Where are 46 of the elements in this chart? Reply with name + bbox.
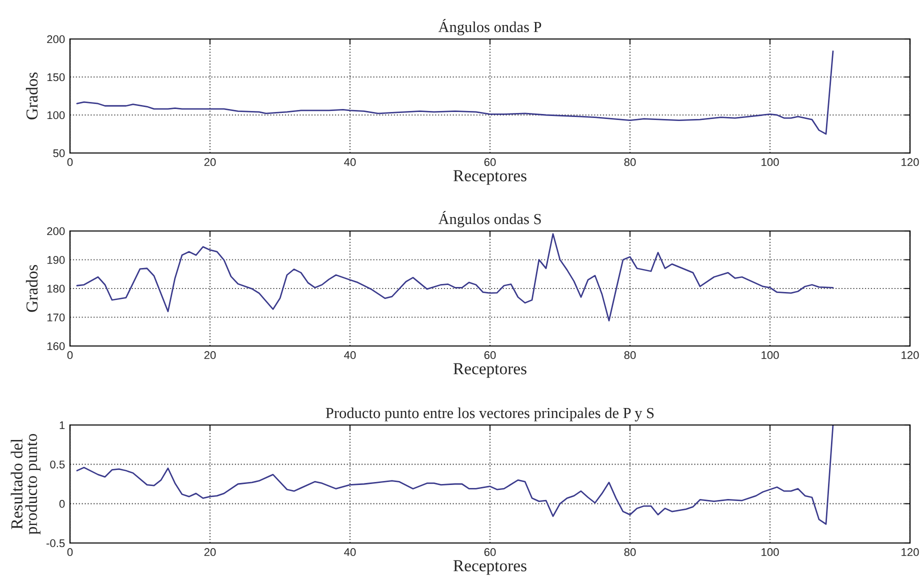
- x-tick-label: 40: [344, 351, 356, 360]
- x-tick-label: 60: [484, 158, 496, 166]
- chart-title: Producto punto entre los vectores principales de P y S: [326, 407, 654, 422]
- y-tick-label: 0: [59, 500, 65, 508]
- x-tick-label: 0: [67, 548, 73, 556]
- x-axis-title: Receptores: [453, 560, 526, 575]
- y-tick-label: 50: [53, 149, 65, 158]
- x-tick-label: 120: [902, 351, 919, 360]
- x-tick-label: 120: [902, 548, 919, 556]
- x-tick-label: 40: [344, 158, 356, 166]
- x-tick-label: 80: [624, 158, 636, 166]
- x-tick-label: 20: [204, 158, 216, 166]
- line-series: [76, 425, 834, 525]
- line-series: [76, 50, 834, 135]
- x-tick-label: 0: [67, 158, 73, 166]
- x-tick-label: 0: [67, 351, 73, 360]
- y-tick-label: 150: [47, 73, 65, 82]
- x-tick-label: 20: [204, 548, 216, 556]
- x-tick-label: 60: [484, 351, 496, 360]
- x-tick-label: 100: [762, 351, 779, 360]
- y-axis-title: Resultado del producto punto: [10, 434, 40, 534]
- x-tick-label: 20: [204, 351, 216, 360]
- y-tick-label: 190: [47, 256, 65, 264]
- chart-title: Ángulos ondas S: [438, 210, 541, 228]
- line-series: [76, 233, 834, 322]
- y-tick-label: 160: [47, 342, 65, 350]
- y-tick-label: 0.5: [50, 460, 65, 468]
- y-axis-title: Grados: [26, 72, 38, 120]
- y-axis-title: Grados: [26, 265, 38, 312]
- chart-title: Ángulos ondas P: [438, 18, 542, 36]
- x-tick-label: 80: [624, 351, 636, 360]
- x-tick-label: 80: [624, 548, 636, 556]
- y-tick-label: -0.5: [46, 539, 65, 548]
- y-tick-label: 1: [60, 421, 65, 430]
- y-tick-label: 170: [47, 314, 65, 322]
- y-tick-label: 200: [47, 35, 65, 44]
- y-tick-label: 180: [47, 284, 65, 293]
- y-tick-label: 200: [47, 227, 65, 236]
- x-tick-label: 120: [902, 158, 919, 166]
- x-tick-label: 100: [762, 548, 779, 556]
- x-axis-title: Receptores: [453, 363, 526, 378]
- x-tick-label: 40: [344, 548, 356, 556]
- x-tick-label: 60: [484, 548, 496, 556]
- x-axis-title: Receptores: [453, 170, 526, 185]
- x-tick-label: 100: [762, 158, 779, 166]
- y-tick-label: 100: [47, 111, 65, 120]
